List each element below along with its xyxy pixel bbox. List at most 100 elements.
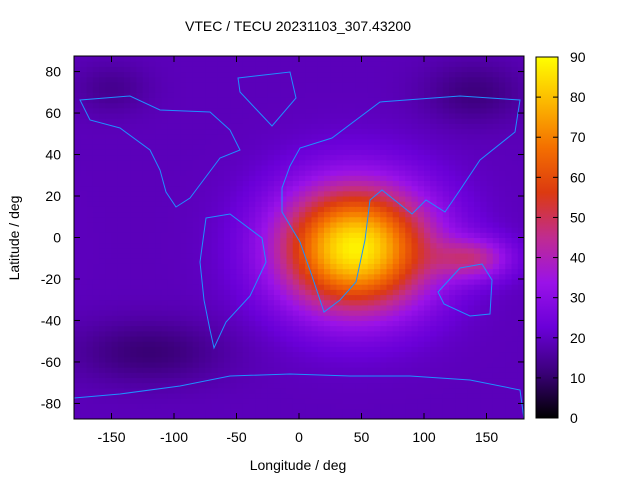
heatmap-cell	[124, 320, 131, 327]
heatmap-cell	[486, 413, 494, 420]
heatmap-cell	[355, 382, 362, 389]
heatmap-cell	[467, 71, 475, 78]
heatmap-cell	[161, 393, 169, 399]
heatmap-cell	[449, 320, 456, 327]
heatmap-cell	[324, 242, 331, 249]
heatmap-cell	[311, 253, 319, 259]
heatmap-cell	[224, 92, 231, 98]
heatmap-cell	[205, 71, 212, 78]
heatmap-cell	[449, 387, 456, 394]
heatmap-cell	[461, 113, 469, 119]
heatmap-cell	[174, 273, 181, 280]
heatmap-cell	[517, 87, 525, 93]
heatmap-cell	[117, 206, 125, 213]
heatmap-cell	[111, 201, 119, 207]
heatmap-cell	[355, 237, 362, 244]
heatmap-cell	[92, 159, 100, 166]
heatmap-cell	[261, 102, 269, 109]
heatmap-cell	[217, 278, 225, 285]
heatmap-cell	[324, 118, 331, 124]
heatmap-cell	[236, 294, 244, 301]
heatmap-cell	[236, 320, 244, 327]
heatmap-cell	[374, 325, 381, 332]
heatmap-cell	[174, 398, 181, 404]
heatmap-cell	[355, 164, 362, 171]
heatmap-cell	[274, 413, 281, 420]
heatmap-cell	[142, 361, 150, 368]
heatmap-cell	[367, 268, 375, 275]
heatmap-cell	[405, 221, 412, 228]
heatmap-cell	[236, 413, 244, 420]
heatmap-cell	[355, 398, 362, 404]
heatmap-cell	[180, 154, 187, 161]
heatmap-cell	[374, 237, 381, 244]
heatmap-cell	[205, 367, 212, 373]
heatmap-cell	[111, 253, 119, 259]
heatmap-cell	[255, 398, 262, 404]
heatmap-cell	[205, 190, 212, 197]
heatmap-cell	[186, 253, 194, 259]
heatmap-cell	[367, 242, 375, 249]
heatmap-cell	[461, 377, 469, 384]
heatmap-cell	[161, 403, 169, 410]
heatmap-cell	[361, 367, 369, 373]
heatmap-cell	[99, 258, 106, 264]
heatmap-cell	[449, 164, 456, 171]
heatmap-cell	[330, 102, 337, 109]
heatmap-cell	[367, 76, 375, 83]
heatmap-cell	[255, 170, 262, 176]
heatmap-cell	[161, 325, 169, 332]
heatmap-cell	[374, 398, 381, 404]
heatmap-cell	[442, 346, 450, 353]
heatmap-cell	[99, 408, 106, 415]
heatmap-cell	[111, 382, 119, 389]
heatmap-cell	[492, 201, 500, 207]
heatmap-cell	[205, 294, 212, 301]
heatmap-cell	[355, 159, 362, 166]
heatmap-cell	[174, 387, 181, 394]
heatmap-cell	[142, 232, 150, 238]
heatmap-cell	[305, 294, 312, 301]
heatmap-cell	[505, 92, 512, 98]
heatmap-cell	[380, 367, 387, 373]
heatmap-cell	[461, 175, 469, 181]
heatmap-cell	[305, 315, 312, 321]
heatmap-cell	[149, 232, 156, 238]
heatmap-cell	[349, 76, 356, 83]
heatmap-cell	[255, 325, 262, 332]
heatmap-cell	[486, 258, 494, 264]
heatmap-cell	[174, 61, 181, 67]
heatmap-cell	[517, 138, 525, 145]
heatmap-cell	[130, 154, 137, 161]
heatmap-cell	[186, 372, 194, 379]
heatmap-cell	[205, 149, 212, 156]
heatmap-cell	[161, 102, 169, 109]
heatmap-cell	[474, 118, 481, 124]
heatmap-cell	[267, 294, 275, 301]
heatmap-cell	[499, 154, 506, 161]
heatmap-cell	[455, 92, 462, 98]
heatmap-cell	[386, 268, 394, 275]
heatmap-cell	[142, 367, 150, 373]
heatmap-cell	[274, 387, 281, 394]
heatmap-cell	[155, 284, 162, 290]
heatmap-cell	[199, 253, 206, 259]
heatmap-cell	[74, 361, 81, 368]
heatmap-cell	[136, 346, 144, 353]
heatmap-cell	[405, 211, 412, 218]
heatmap-cell	[399, 149, 406, 156]
heatmap-cell	[230, 206, 237, 213]
heatmap-cell	[117, 133, 125, 140]
heatmap-cell	[180, 216, 187, 223]
heatmap-cell	[124, 123, 131, 130]
heatmap-cell	[180, 304, 187, 311]
heatmap-cell	[161, 144, 169, 150]
heatmap-cell	[236, 382, 244, 389]
heatmap-cell	[192, 258, 200, 264]
heatmap-cell	[361, 138, 369, 145]
heatmap-cell	[311, 284, 319, 290]
heatmap-cell	[174, 330, 181, 337]
heatmap-cell	[105, 310, 112, 316]
heatmap-cell	[324, 361, 331, 368]
heatmap-cell	[342, 159, 350, 166]
